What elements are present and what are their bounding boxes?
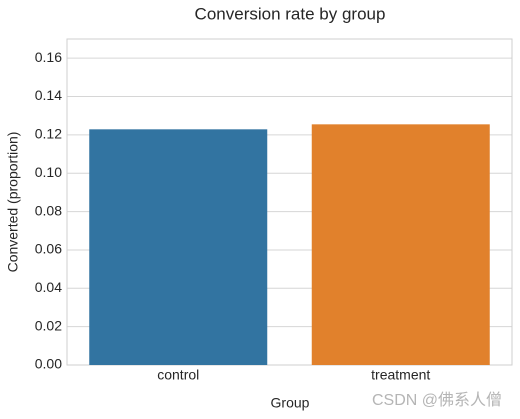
watermark: CSDN @佛系人僧 (372, 391, 502, 409)
y-tick-label: 0.00 (35, 356, 62, 372)
x-tick-label: treatment (371, 367, 430, 383)
x-tick-label: control (157, 367, 199, 383)
y-tick-label: 0.12 (35, 126, 62, 142)
y-tick-label: 0.16 (35, 49, 62, 65)
y-axis-label: Converted (proportion) (5, 132, 21, 273)
plot-frame (66, 38, 513, 366)
y-tick-label: 0.14 (35, 87, 62, 103)
x-axis-label: Group (271, 395, 310, 411)
bar (89, 129, 268, 365)
chart-title: Conversion rate by group (195, 4, 386, 23)
y-tick-label: 0.10 (35, 164, 62, 180)
bar (311, 124, 490, 365)
y-tick-label: 0.08 (35, 202, 62, 218)
y-tick-label: 0.06 (35, 241, 62, 257)
y-tick-label: 0.02 (35, 317, 62, 333)
y-tick-label: 0.04 (35, 279, 62, 295)
